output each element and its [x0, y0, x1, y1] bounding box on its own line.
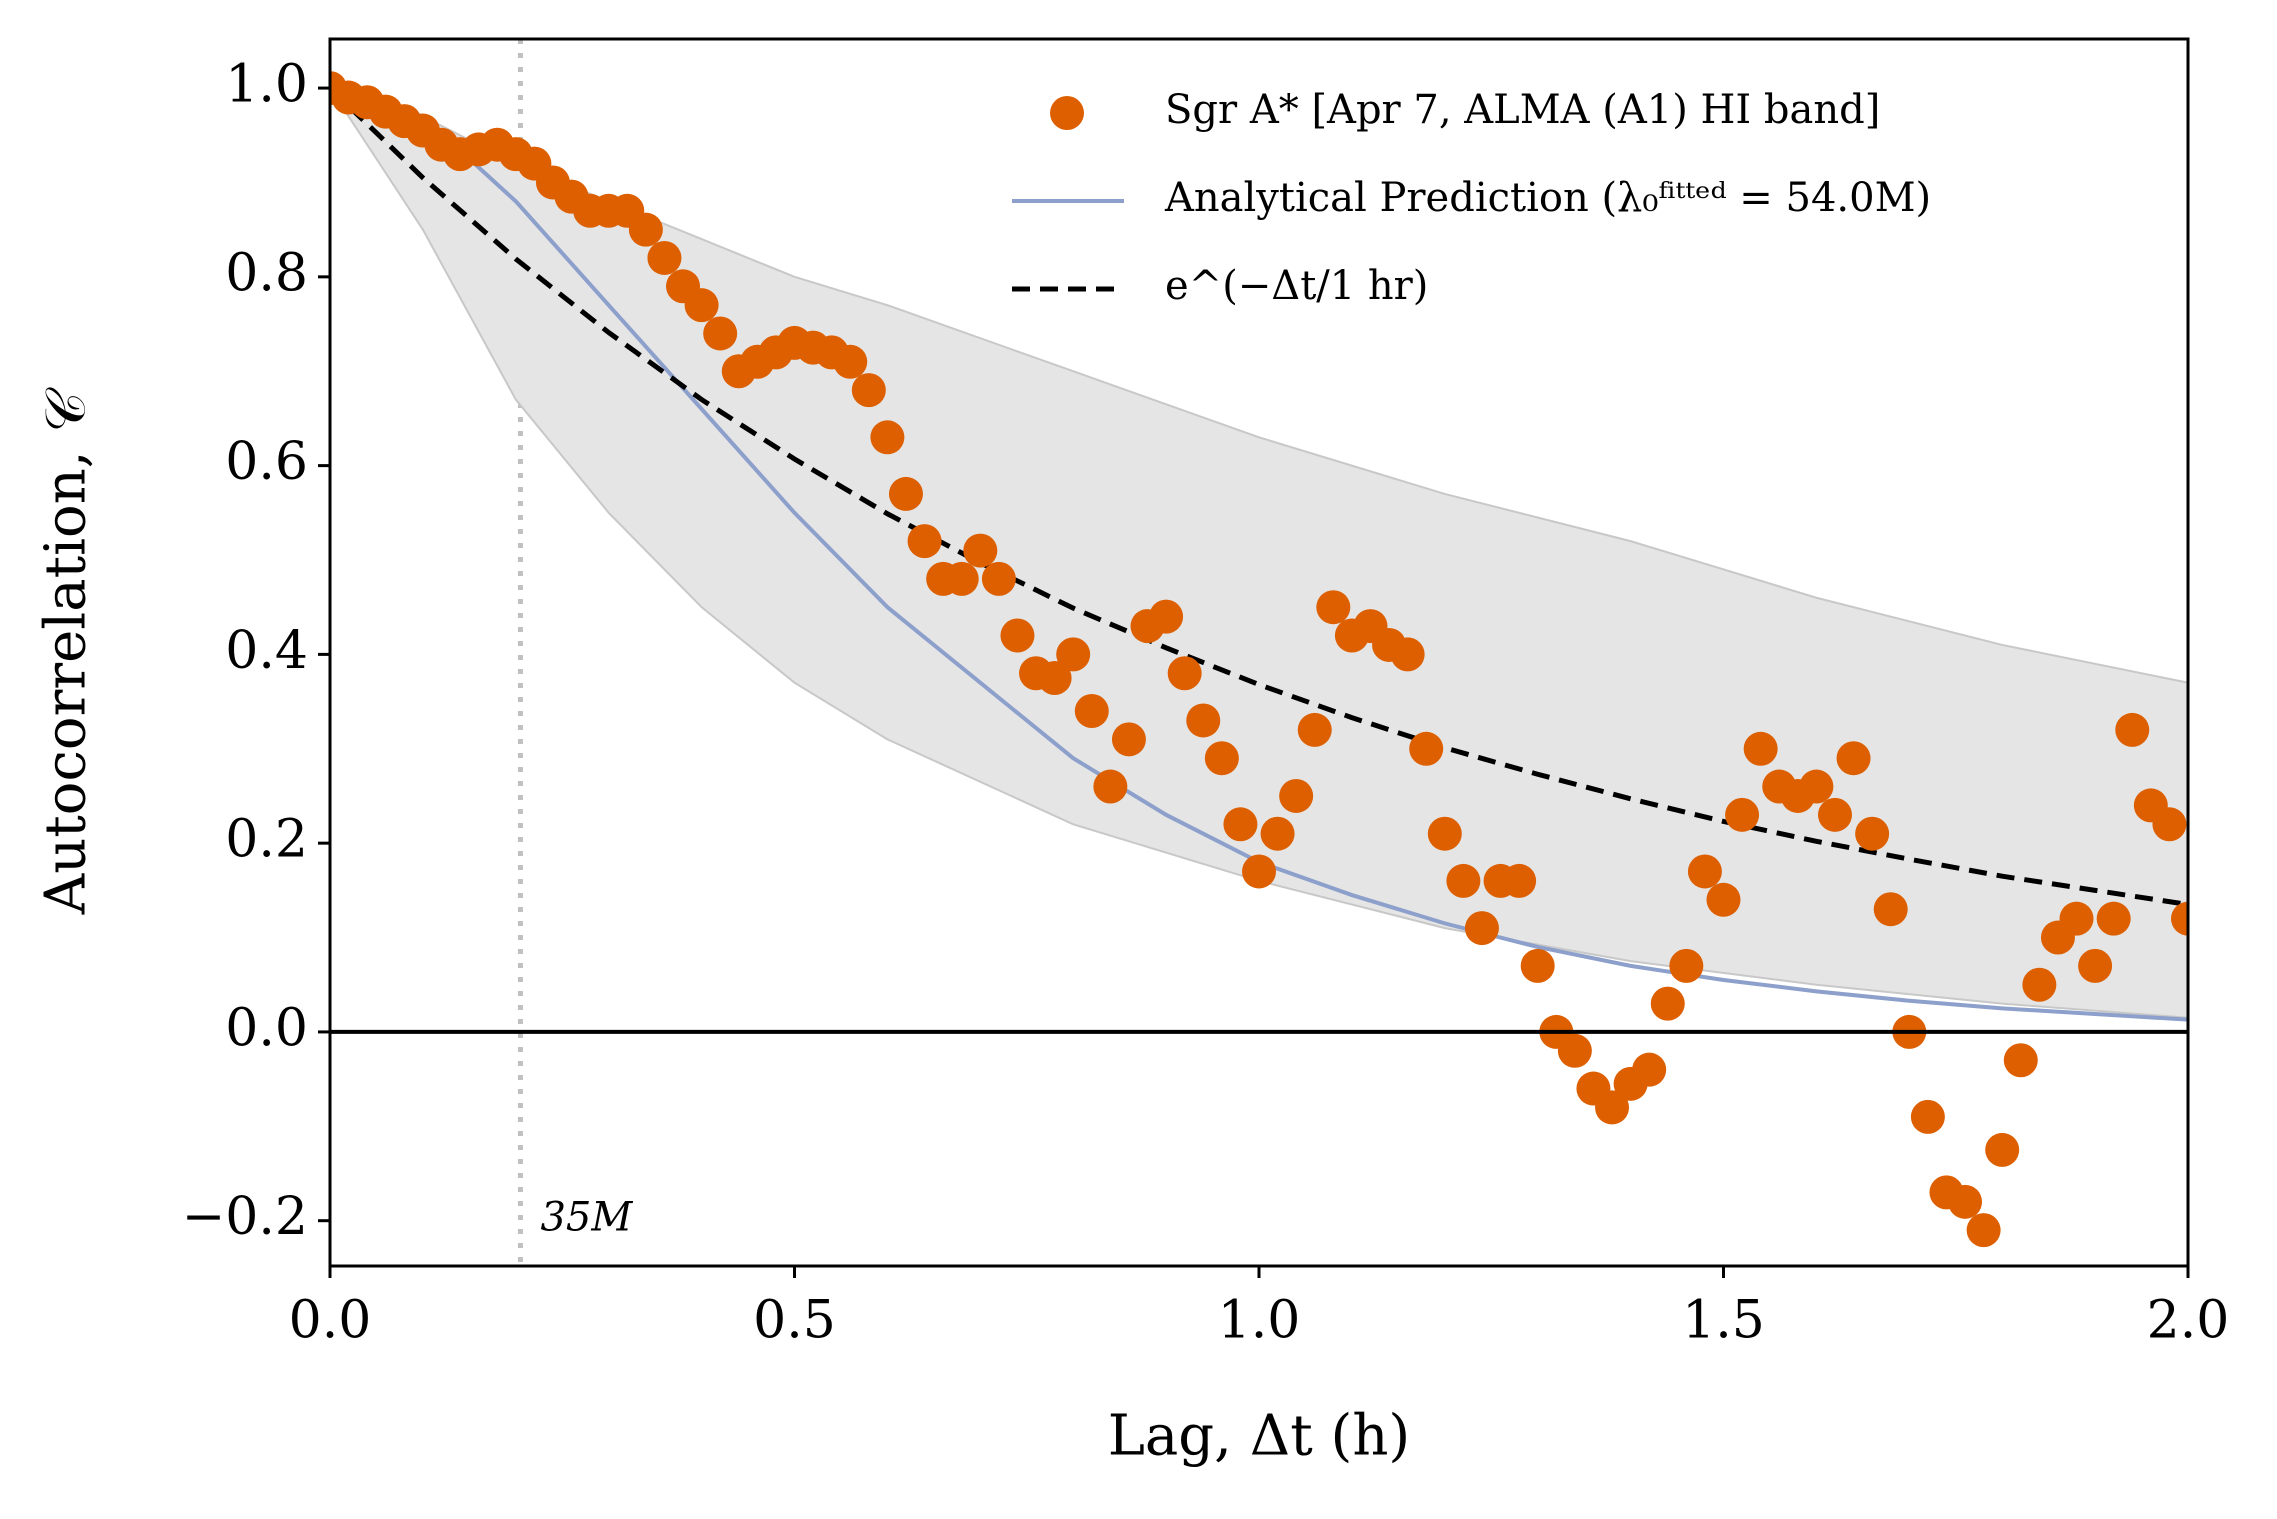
point	[1873, 892, 1908, 927]
point	[1316, 590, 1351, 625]
y-axis-label: Autocorrelation, 𝒞	[34, 387, 99, 916]
point	[1149, 599, 1184, 634]
y-tick-label: 0.8	[225, 243, 308, 303]
point	[2115, 712, 2150, 747]
point	[1743, 731, 1778, 766]
y-tick-label: 0.0	[225, 998, 308, 1058]
point	[1260, 816, 1295, 851]
point	[2059, 901, 2094, 936]
point	[1669, 948, 1704, 983]
point	[1557, 1033, 1592, 1068]
point	[1446, 863, 1481, 898]
point	[2096, 901, 2131, 936]
point	[1204, 741, 1239, 776]
x-axis-label: Lag, Δt (h)	[1108, 1404, 1411, 1469]
point	[1242, 854, 1276, 889]
point	[1427, 816, 1462, 851]
point	[1502, 863, 1537, 898]
point	[1855, 816, 1890, 851]
point	[1279, 778, 1314, 813]
point	[1093, 769, 1128, 804]
point	[1650, 986, 1685, 1021]
annotation: 35M	[540, 1195, 633, 1241]
point	[703, 316, 738, 351]
point	[2003, 1043, 2038, 1078]
point	[1985, 1132, 2020, 1167]
point	[1948, 1184, 1983, 1219]
legend-label: Analytical Prediction (λ₀ᶠⁱᵗᵗᵉᵈ = 54.0M)	[1164, 175, 1931, 221]
point	[1836, 741, 1871, 776]
point	[684, 288, 719, 323]
point	[1520, 948, 1555, 983]
point	[2152, 807, 2187, 842]
point	[1706, 882, 1741, 917]
line	[330, 86, 2188, 907]
point	[1056, 637, 1091, 672]
y-tick-label: 0.2	[225, 810, 308, 870]
point	[2078, 948, 2113, 983]
point	[1297, 712, 1332, 747]
point	[1000, 618, 1035, 653]
point	[1910, 1099, 1945, 1134]
x-tick-label: 0.0	[289, 1291, 372, 1351]
point	[647, 240, 682, 275]
legend-label: Sgr A* [Apr 7, ALMA (A1) HI band]	[1165, 87, 1880, 133]
point	[2022, 967, 2057, 1002]
point	[907, 524, 942, 559]
y-tick-label: 1.0	[225, 55, 308, 115]
x-tick-label: 0.5	[753, 1291, 836, 1351]
y-tick-label: −0.2	[182, 1187, 308, 1247]
point	[888, 476, 923, 511]
point	[1632, 1052, 1667, 1087]
point	[1409, 731, 1444, 766]
point	[963, 533, 998, 568]
point	[1687, 854, 1722, 889]
point	[1223, 807, 1258, 842]
band	[330, 87, 2188, 1019]
point	[981, 561, 1016, 596]
point	[1390, 637, 1425, 672]
point	[944, 561, 979, 596]
y-tick-label: 0.6	[225, 432, 308, 492]
x-tick-label: 1.0	[1218, 1291, 1301, 1351]
point	[1037, 660, 1072, 695]
legend-marker	[1050, 96, 1084, 130]
point	[870, 420, 905, 455]
point	[1111, 722, 1146, 757]
plot-area	[330, 39, 2188, 1266]
point	[1966, 1213, 2001, 1248]
y-tick-label: 0.4	[225, 621, 308, 681]
point	[1074, 694, 1109, 729]
x-tick-label: 2.0	[2147, 1291, 2230, 1351]
point	[2171, 901, 2188, 936]
point	[628, 212, 663, 247]
legend-label: e^(−Δt/1 hr)	[1165, 263, 1428, 309]
point	[1725, 797, 1760, 832]
point	[1817, 797, 1852, 832]
point	[1799, 769, 1834, 804]
point	[1186, 703, 1221, 738]
point	[1167, 656, 1202, 691]
x-tick-label: 1.5	[1682, 1291, 1765, 1351]
point	[1464, 911, 1499, 946]
point	[1595, 1090, 1630, 1125]
point	[833, 344, 868, 379]
point	[851, 373, 886, 408]
